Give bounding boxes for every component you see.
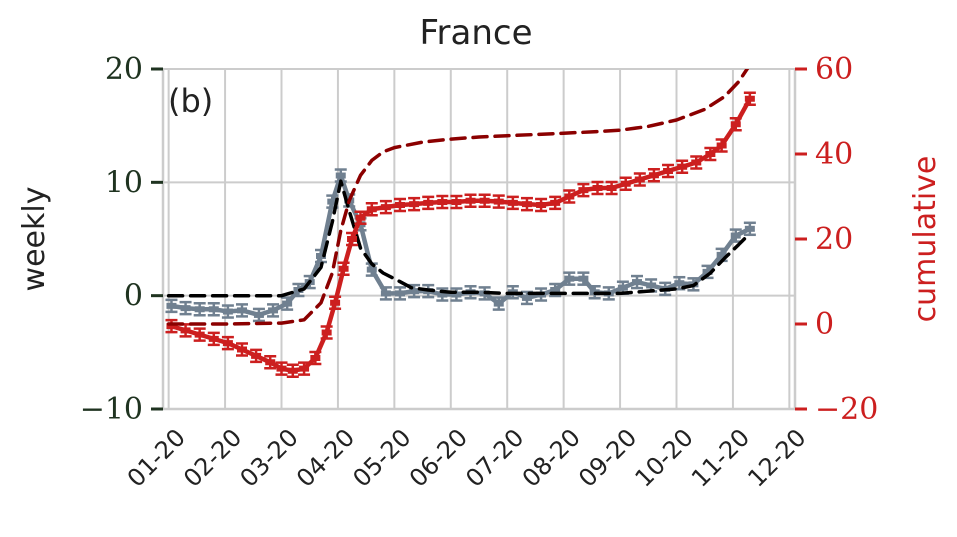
y-tick-label-right: 0: [815, 307, 834, 342]
cumulative-data-series: [165, 91, 756, 378]
cumulative-data-point: [320, 325, 333, 340]
weekly-data-point: [577, 271, 590, 286]
x-tick-label: 08-20: [517, 423, 586, 492]
weekly-data-point: [179, 300, 192, 316]
cumulative-data-point: [535, 197, 548, 213]
x-tick-label: 12-20: [742, 423, 811, 492]
weekly-data-point: [450, 287, 463, 302]
cumulative-data-point: [379, 199, 392, 215]
series-layer: [165, 69, 756, 378]
cumulative-data-point: [408, 196, 421, 212]
cumulative-data-point: [236, 342, 248, 357]
weekly-data-point: [743, 221, 756, 237]
cumulative-data-point: [676, 159, 689, 174]
cumulative-data-point: [478, 193, 491, 208]
x-tick-label: 06-20: [404, 423, 473, 492]
weekly-data-point: [221, 304, 234, 319]
cumulative-model-series: [166, 69, 750, 326]
weekly-data-point: [236, 303, 248, 318]
cumulative-data-point: [464, 193, 477, 208]
weekly-data-point: [281, 296, 294, 311]
y-tick-label-left: 20: [105, 52, 143, 87]
cumulative-data-point: [647, 168, 660, 183]
cumulative-data-point: [729, 117, 742, 132]
cumulative-data-point: [715, 138, 728, 153]
y-axis-label-right: cumulative: [908, 156, 943, 323]
x-tick-label: 01-20: [122, 423, 191, 492]
cumulative-data-point: [549, 195, 562, 211]
weekly-data-point: [394, 286, 406, 301]
cumulative-data-point: [563, 189, 576, 204]
cumulative-data-point: [207, 331, 220, 347]
weekly-data-point: [207, 302, 220, 317]
weekly-data-point: [631, 274, 643, 290]
weekly-data-point: [379, 286, 392, 301]
y-tick-label-right: 40: [815, 137, 853, 172]
cumulative-data-point: [337, 261, 350, 276]
cumulative-data-point: [633, 172, 646, 187]
cumulative-model-line: [166, 69, 750, 326]
cumulative-data-point: [520, 196, 533, 212]
weekly-data-point: [492, 296, 505, 311]
panel-label: (b): [168, 82, 213, 120]
cumulative-data-point: [179, 323, 192, 338]
cumulative-data-point: [591, 180, 604, 196]
weekly-data-point: [252, 307, 265, 323]
y-tick-label-right: 20: [815, 222, 853, 257]
x-tick-label: 02-20: [178, 423, 247, 492]
cumulative-data-point: [275, 361, 288, 376]
y-tick-label-right: −20: [815, 392, 878, 427]
cumulative-data-point: [662, 163, 675, 179]
cumulative-data-point: [619, 176, 632, 191]
weekly-data-point: [267, 303, 280, 318]
y-tick-label-left: 10: [105, 165, 143, 200]
x-tick-label: 07-20: [460, 423, 529, 492]
weekly-data-point: [165, 298, 178, 314]
cumulative-data-point: [436, 194, 449, 210]
y-axis-label-left: weekly: [17, 187, 52, 292]
x-tick-label: 03-20: [235, 423, 304, 492]
cumulative-data-point: [329, 295, 342, 310]
cumulative-data-point: [743, 91, 756, 106]
weekly-model-series: [166, 179, 752, 298]
x-tick-label: 05-20: [347, 423, 416, 492]
cumulative-data-point: [492, 194, 505, 209]
cumulative-data-point: [346, 231, 359, 247]
cumulative-data-point: [264, 355, 277, 370]
cumulative-data-point: [354, 210, 367, 225]
cumulative-data-point: [165, 318, 178, 334]
cumulative-data-point: [193, 327, 206, 342]
cumulative-data-point: [605, 180, 618, 196]
weekly-data-series: [165, 168, 756, 323]
cumulative-data-point: [690, 155, 703, 170]
weekly-model-line: [166, 179, 752, 298]
cumulative-data-point: [365, 202, 378, 217]
cumulative-data-point: [506, 195, 519, 211]
x-tick-label: 09-20: [573, 423, 642, 492]
cumulative-data-point: [221, 335, 234, 351]
cumulative-data-point: [250, 348, 263, 364]
x-tick-label: 11-20: [686, 423, 755, 492]
cumulative-data-point: [298, 361, 311, 376]
cumulative-data-point: [309, 350, 322, 366]
x-tick-label: 10-20: [630, 423, 699, 492]
cumulative-data-point: [394, 197, 406, 213]
weekly-data-point: [193, 302, 206, 317]
x-tick-label: 04-20: [291, 423, 360, 492]
weekly-data-point: [563, 271, 576, 286]
cumulative-data-point: [450, 194, 463, 210]
y-tick-label-right: 60: [815, 52, 853, 87]
cumulative-data-point: [286, 363, 299, 378]
cumulative-data-point: [704, 146, 717, 162]
chart-title: France: [419, 13, 532, 53]
y-tick-label-left: −10: [80, 392, 143, 427]
cumulative-data-point: [422, 195, 435, 211]
y-tick-label-left: 0: [124, 279, 143, 314]
cumulative-data-point: [577, 182, 590, 198]
